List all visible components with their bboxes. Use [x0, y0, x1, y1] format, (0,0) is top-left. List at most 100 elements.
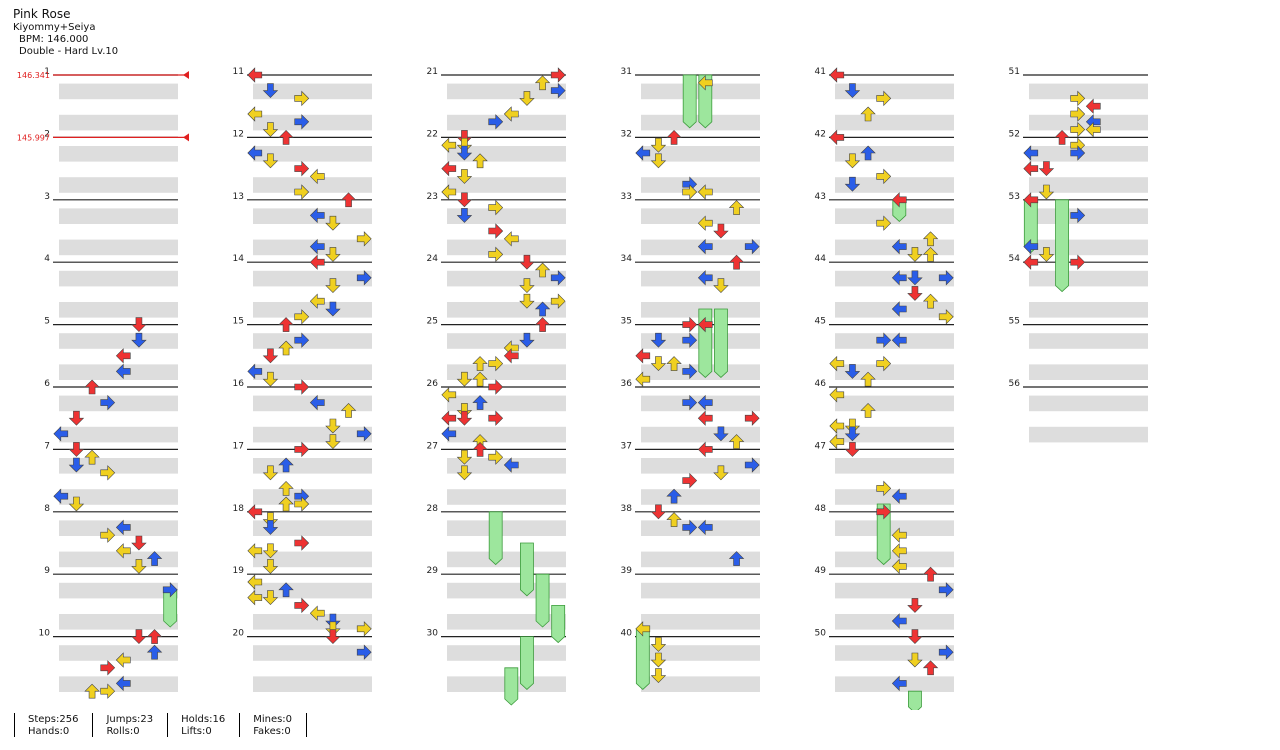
step-arrow: [697, 75, 713, 91]
step-arrow: [1038, 161, 1055, 177]
step-arrow: [325, 301, 341, 317]
step-arrow: [682, 332, 698, 348]
step-arrow: [728, 200, 745, 215]
step-arrow: [1070, 207, 1086, 224]
step-arrow: [697, 316, 713, 333]
beat-band: [59, 114, 178, 131]
step-arrow: [441, 184, 457, 200]
song-title: Pink Rose: [13, 7, 71, 21]
step-arrow: [1085, 98, 1101, 114]
hold-body: [1055, 199, 1069, 293]
beat-band: [641, 489, 760, 505]
beat-band: [59, 614, 178, 630]
measure-number: 23: [427, 192, 438, 202]
stat-rolls: Rolls:0: [106, 726, 140, 737]
beat-band: [59, 208, 178, 224]
beat-band: [253, 551, 372, 568]
step-arrow: [907, 652, 923, 668]
beat-band: [641, 426, 760, 443]
step-arrow: [247, 574, 263, 590]
step-arrow: [356, 621, 372, 637]
step-arrow: [682, 316, 698, 333]
measure-number: 52: [1009, 129, 1020, 139]
step-arrow: [441, 426, 457, 442]
step-arrow: [829, 433, 845, 450]
step-arrow: [488, 114, 504, 130]
step-arrow: [441, 410, 457, 426]
measure-number: 37: [621, 441, 632, 451]
step-arrow: [682, 472, 698, 489]
beat-band: [253, 146, 372, 162]
beat-band: [641, 146, 760, 162]
beat-band: [447, 333, 566, 349]
song-bpm: BPM: 146.000: [19, 34, 89, 45]
step-arrow: [294, 309, 310, 325]
step-arrow: [247, 543, 263, 559]
bpm-markers: 146.341 145.997: [17, 71, 189, 142]
beat-band: [641, 551, 760, 568]
beat-band: [1029, 146, 1148, 162]
measure-number: 38: [621, 504, 633, 514]
beat-band: [447, 520, 566, 536]
step-arrow: [635, 621, 651, 637]
step-arrow: [356, 644, 372, 660]
beat-band: [59, 645, 178, 661]
step-arrow: [472, 371, 488, 387]
beat-band: [447, 83, 566, 100]
hold-body: [504, 667, 519, 706]
stat-group-steps: Steps:256 Hands:0: [15, 713, 94, 737]
step-arrow: [713, 426, 729, 442]
measure-number: 45: [815, 317, 826, 327]
step-arrow: [325, 613, 341, 629]
step-arrow: [728, 434, 745, 449]
step-arrow: [53, 426, 69, 442]
beat-band: [447, 551, 566, 568]
beat-band: [835, 114, 954, 131]
step-arrow: [666, 512, 682, 527]
beat-band: [1029, 208, 1148, 224]
step-arrow: [1070, 121, 1086, 138]
hold-body: [714, 308, 728, 378]
step-arrow: [844, 426, 861, 442]
step-arrow: [1070, 106, 1086, 122]
step-arrow: [247, 589, 263, 606]
step-arrow: [844, 176, 861, 192]
step-arrow: [325, 621, 341, 637]
step-arrow: [1070, 145, 1086, 161]
step-arrow: [247, 106, 263, 122]
step-arrow: [922, 660, 939, 676]
step-arrow: [829, 67, 845, 83]
step-arrow: [534, 262, 551, 278]
beat-band: [253, 364, 372, 380]
measure-number: 12: [233, 129, 244, 139]
step-arrow: [1023, 238, 1039, 255]
step-arrow: [666, 488, 682, 504]
step-arrow: [922, 293, 939, 309]
step-arrow: [829, 387, 845, 403]
beat-band: [641, 208, 760, 224]
step-arrow: [294, 160, 310, 177]
step-arrow: [650, 137, 667, 153]
beat-band: [59, 489, 178, 505]
step-arrow: [309, 207, 325, 224]
step-arrow: [891, 527, 907, 543]
beat-band: [447, 208, 566, 224]
tap-notes: [53, 67, 1101, 699]
beat-band: [59, 426, 178, 443]
step-arrow: [1085, 121, 1101, 138]
beat-band: [1029, 364, 1148, 380]
step-arrow: [472, 153, 488, 169]
step-arrow: [697, 410, 713, 426]
step-arrow: [325, 215, 341, 231]
step-arrow: [131, 629, 147, 645]
step-chart: 1234567891011121314151617181920212223242…: [17, 67, 1148, 710]
step-arrow: [713, 278, 729, 294]
step-arrow: [84, 379, 100, 395]
hold-body: [535, 573, 550, 628]
step-arrow: [441, 160, 457, 177]
step-arrow: [309, 168, 325, 185]
step-arrow: [262, 520, 279, 535]
beat-band: [1029, 302, 1148, 318]
step-arrow: [472, 356, 488, 371]
measure-number: 17: [233, 441, 244, 451]
